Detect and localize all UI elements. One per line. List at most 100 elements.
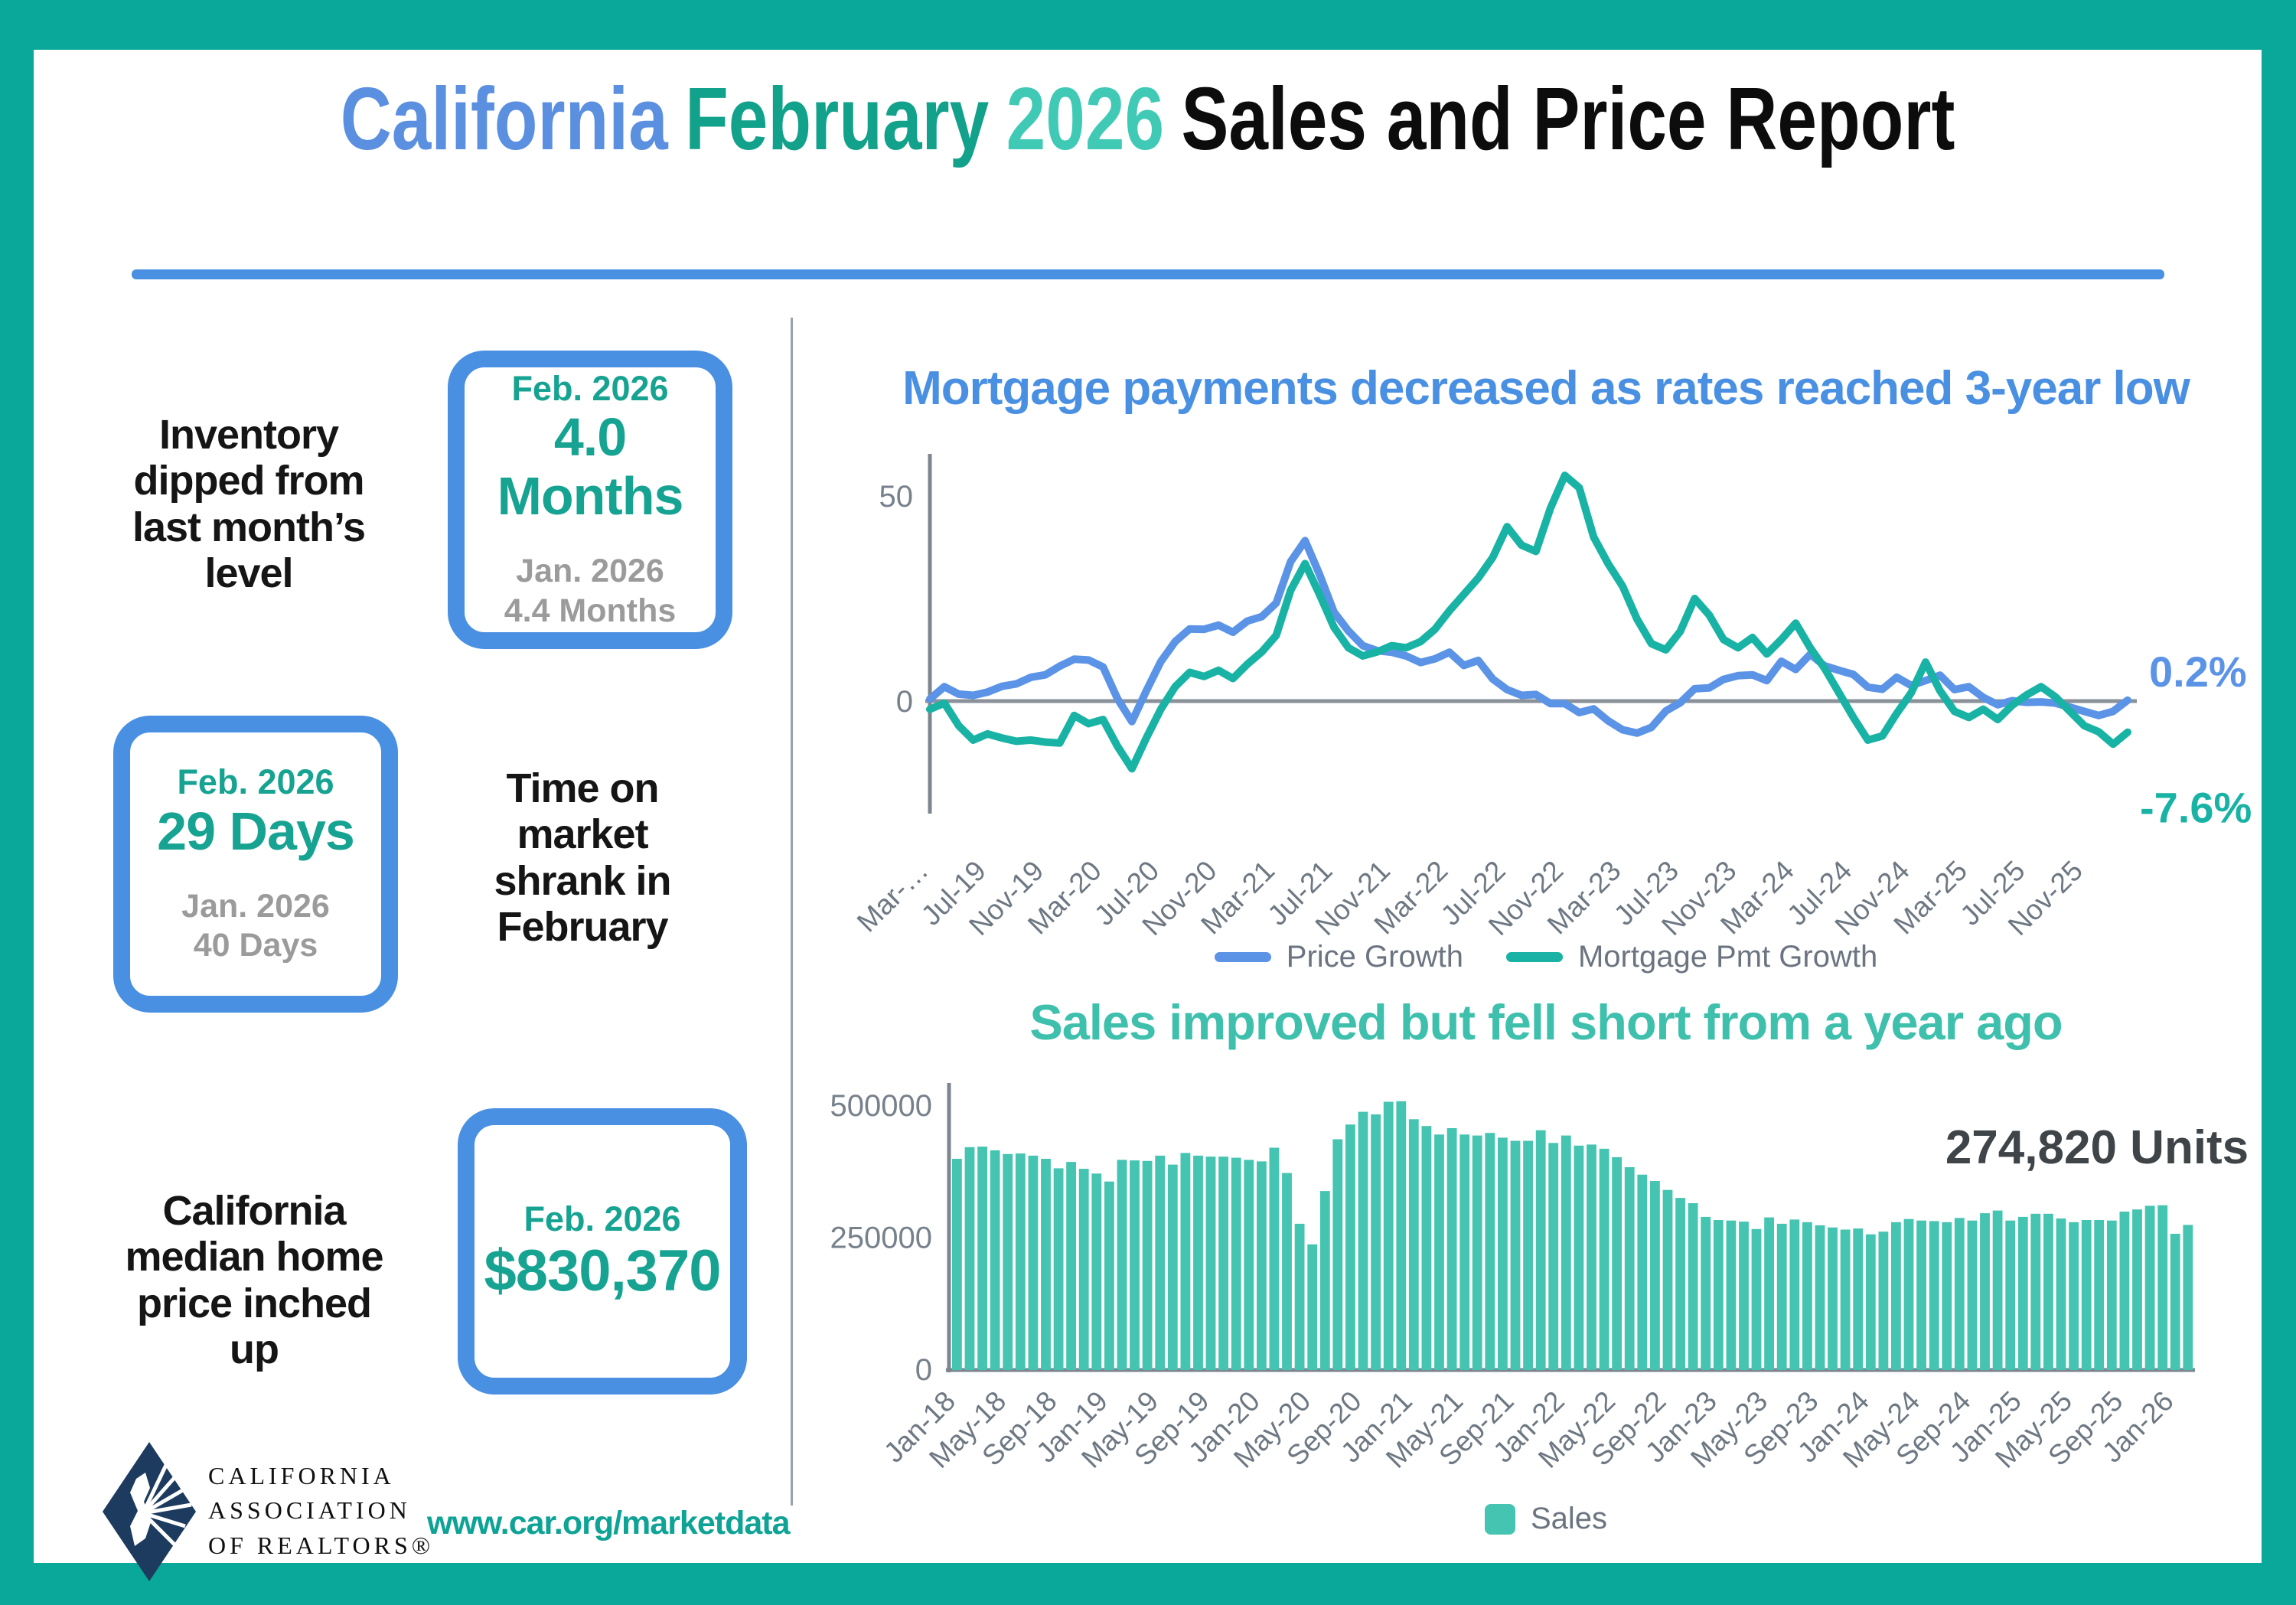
sales-bar xyxy=(1535,1130,1546,1370)
sales-bar xyxy=(1739,1222,1749,1370)
sales-bar xyxy=(1853,1228,1864,1370)
units-annotation: 274,820 Units xyxy=(1945,1121,2249,1174)
svg-text:50: 50 xyxy=(879,480,914,514)
title-february: February xyxy=(685,69,990,168)
sales-bar xyxy=(1053,1168,1064,1370)
line-chart-title: Mortgage payments decreased as rates rea… xyxy=(902,362,2190,415)
sales-bar xyxy=(1041,1159,1051,1370)
legend-item-mortgage-pmt-growth: Mortgage Pmt Growth xyxy=(1505,940,1877,974)
sales-bar xyxy=(1015,1153,1026,1370)
sales-bar xyxy=(1244,1160,1254,1370)
sales-bar xyxy=(1485,1133,1495,1370)
sales-bar xyxy=(1167,1164,1178,1370)
sales-bar xyxy=(1776,1223,1787,1370)
car-logo-icon xyxy=(103,1442,196,1581)
sales-bar xyxy=(1574,1145,1584,1371)
sales-bar xyxy=(2030,1213,2041,1370)
logo-line1: CALIFORNIA xyxy=(208,1462,395,1489)
price-growth-legend-swatch xyxy=(1214,952,1271,962)
sales-bar xyxy=(1865,1234,1876,1370)
sales-bar xyxy=(1180,1153,1191,1370)
sales-bar xyxy=(1396,1101,1407,1370)
svg-text:0: 0 xyxy=(915,1353,932,1387)
stat-median-price-box: Feb. 2026 $830,370 xyxy=(458,1108,747,1395)
sales-bar xyxy=(2106,1220,2117,1370)
sales-bar xyxy=(1269,1147,1280,1370)
sales-bar xyxy=(1307,1244,1318,1370)
mortgage-pmt-growth-end-label: -7.6% xyxy=(2140,784,2252,832)
sales-bar xyxy=(1637,1174,1648,1370)
sales-bar xyxy=(1929,1221,1939,1370)
column-divider xyxy=(791,318,793,1506)
sales-bar xyxy=(1624,1167,1635,1370)
sales-bar xyxy=(1967,1220,1978,1370)
sales-bar xyxy=(1789,1219,1800,1370)
page-title: California February 2026 Sales and Price Re… xyxy=(0,67,2296,170)
sales-bar xyxy=(1091,1173,1102,1370)
sales-bar xyxy=(1815,1225,1825,1370)
sales-bar xyxy=(1650,1181,1660,1370)
sales-bar xyxy=(2056,1218,2066,1370)
sales-bar xyxy=(1142,1160,1153,1370)
sales-bar xyxy=(2043,1213,2053,1370)
stat-inventory-label: Inventory dipped from last month’s level xyxy=(132,412,366,597)
legend-item-price-growth: Price Growth xyxy=(1214,940,1463,974)
sales-bar xyxy=(1434,1134,1444,1370)
sales-bar xyxy=(1840,1229,1851,1370)
sales-bar xyxy=(2017,1216,2028,1370)
stat-time-previous-value: 40 Days xyxy=(193,927,318,964)
sales-bar xyxy=(1751,1228,1762,1370)
sales-bar xyxy=(1802,1222,1812,1370)
stat-median-price-label: California median home price inched up xyxy=(125,1188,383,1373)
svg-text:Mar-…: Mar-… xyxy=(851,855,934,938)
bar-chart-title: Sales improved but fell short from a yea… xyxy=(1029,994,2063,1050)
sales-bar xyxy=(1371,1114,1381,1370)
sales-bar xyxy=(1282,1173,1292,1370)
title-california: California xyxy=(341,69,669,168)
title-rest: Sales and Price Report xyxy=(1181,69,1955,168)
stat-inventory-current-period: Feb. 2026 xyxy=(511,368,669,408)
logo-line3: OF REALTORS® xyxy=(208,1531,435,1559)
legend-item-sales: Sales xyxy=(1484,1502,1608,1536)
logo-figure xyxy=(130,1473,152,1546)
bar-chart-legend: Sales xyxy=(872,1502,2219,1536)
stat-inventory-previous-period: Jan. 2026 xyxy=(516,553,664,590)
stat-time-on-market-label: Time on market shrank in February xyxy=(494,765,671,951)
sales-bar xyxy=(1066,1162,1076,1370)
mortgage-price-growth-line-chart: 050Mar-…Jul-19Nov-19Mar-20Jul-20Nov-20Ma… xyxy=(851,454,2252,941)
sales-bar xyxy=(1117,1160,1127,1370)
sales-bar xyxy=(2094,1220,2105,1370)
sales-bar xyxy=(1003,1153,1013,1370)
sales-bar xyxy=(2119,1212,2130,1370)
Price Growth-line xyxy=(926,537,2131,737)
Mortgage Pmt Growth-line xyxy=(926,471,2131,773)
stat-time-on-market-box: Feb. 2026 29 Days Jan. 2026 40 Days xyxy=(113,716,398,1013)
sales-bar xyxy=(1675,1198,1685,1370)
sales-bar xyxy=(977,1147,987,1370)
sales-bar xyxy=(1257,1161,1267,1370)
sales-bar xyxy=(1561,1135,1571,1370)
sales-bar xyxy=(1078,1169,1089,1370)
x-axis-label: Mar-… xyxy=(851,855,934,938)
sales-bar xyxy=(1599,1148,1609,1370)
sales-bar xyxy=(1548,1143,1559,1370)
sales-bar xyxy=(1319,1191,1330,1370)
sales-bar xyxy=(1104,1181,1114,1370)
price-growth-legend-label: Price Growth xyxy=(1286,940,1463,974)
sales-bar xyxy=(1459,1134,1470,1370)
website-url: www.car.org/marketdata xyxy=(427,1505,790,1541)
sales-bar xyxy=(1130,1160,1140,1370)
sales-bar xyxy=(1205,1156,1216,1370)
sales-bar xyxy=(1980,1213,1990,1370)
line-chart-legend: Price Growth Mortgage Pmt Growth xyxy=(872,940,2219,974)
sales-bar xyxy=(1878,1231,1889,1370)
sales-bar xyxy=(1916,1220,1926,1370)
sales-bar xyxy=(1218,1156,1228,1370)
sales-bar xyxy=(1028,1155,1039,1370)
sales-legend-label: Sales xyxy=(1530,1502,1608,1535)
sales-bar xyxy=(1587,1144,1596,1370)
sales-bar-chart: 0250000500000Jan-18May-18Sep-18Jan-19May… xyxy=(830,1083,2249,1474)
stat-time-current-period: Feb. 2026 xyxy=(177,762,334,802)
sales-bar xyxy=(2081,1220,2092,1370)
